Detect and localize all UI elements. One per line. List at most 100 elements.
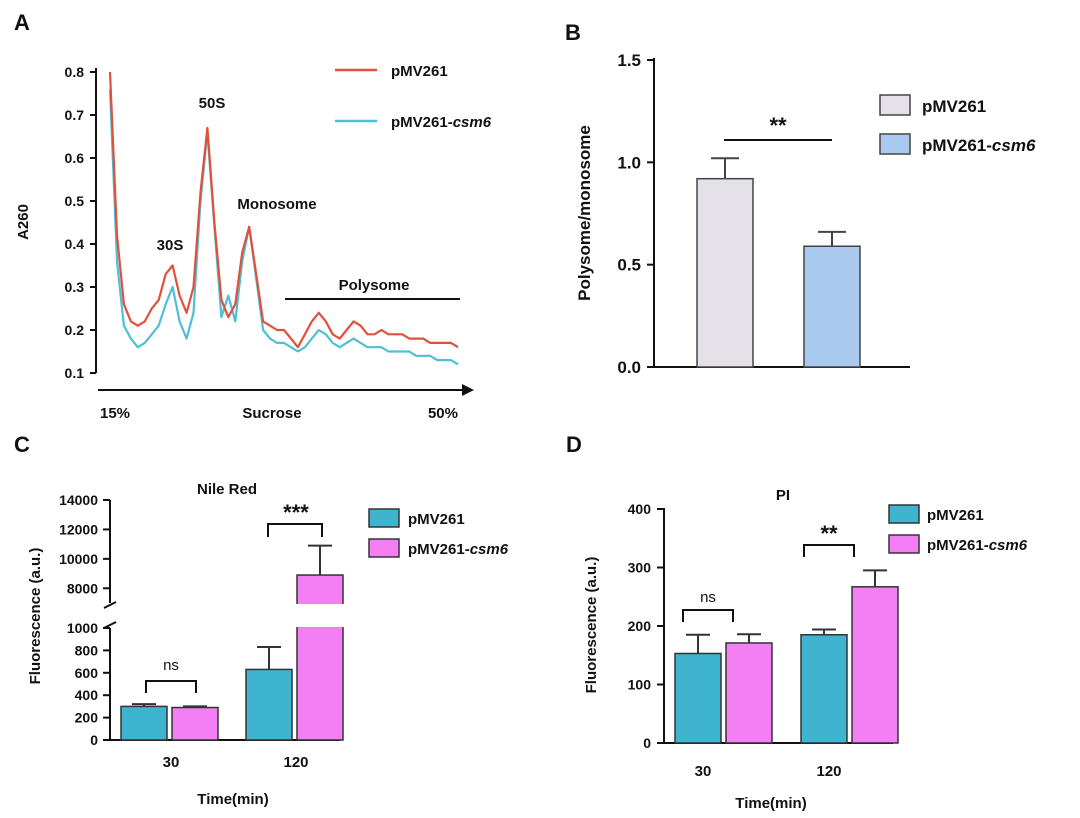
panel-c-ylabel: Fluorescence (a.u.) (27, 548, 44, 685)
legend-c-swatch-csm6 (368, 538, 400, 558)
panel-c-sig-30: ns (163, 657, 179, 674)
annotation-30s: 30S (157, 237, 184, 254)
panel-c-label: C (14, 432, 30, 457)
panel-c-ytick-label: 8000 (67, 580, 98, 596)
panel-d-bar (725, 642, 773, 744)
legend-c-swatch-pmv261 (368, 508, 400, 528)
panel-a-x-arrowhead (462, 384, 474, 396)
panel-c-y-ticks: 0 200 400 600 800 1000 8000 10000 12000 14000 (59, 492, 110, 748)
panel-a-xlabel: Sucrose (242, 405, 301, 422)
legend-d-swatch-csm6 (888, 534, 920, 554)
legend-b-swatch-csm6 (879, 133, 911, 155)
panel-c-ytick-label: 200 (75, 710, 99, 726)
panel-a-x-start: 15% (100, 405, 130, 422)
panel-a-ytick-label: 0.8 (65, 64, 85, 80)
panel-d-ytick-label: 200 (628, 618, 652, 634)
panel-c-title: Nile Red (197, 481, 257, 498)
panel-a-ytick-label: 0.6 (65, 150, 85, 166)
legend-c-csm6: pMV261-csm6 (408, 541, 509, 558)
panel-b-label: B (565, 20, 581, 45)
annotation-polysome: Polysome (339, 277, 410, 294)
panel-b-bars (696, 157, 861, 368)
annotation-50s: 50S (199, 95, 226, 112)
panel-b-bar (696, 177, 754, 368)
legend-d-swatch-pmv261 (888, 504, 920, 524)
panel-a-label: A (14, 10, 30, 35)
panel-a-ytick-label: 0.3 (65, 279, 85, 295)
legend-b-csm6: pMV261-csm6 (922, 136, 1036, 155)
legend-d-csm6: pMV261-csm6 (927, 537, 1028, 554)
panel-a-ytick-label: 0.1 (65, 365, 85, 381)
panel-d-bars (674, 569, 899, 744)
panel-c-ytick-label: 12000 (59, 521, 98, 537)
panel-c-ytick-label: 0 (90, 732, 98, 748)
panel-c-xlabel: Time(min) (197, 791, 268, 808)
panel-d-y-ticks: 0 100 200 300 400 (628, 501, 664, 751)
panel-a-lines (108, 71, 459, 366)
panel-d: D PI Fluorescence (a.u.) 0 100 200 300 400 3… (566, 432, 1028, 812)
panel-d-sig-bracket-30 (682, 609, 734, 622)
annotation-monosome: Monosome (237, 196, 316, 213)
series-line-csm6 (108, 89, 459, 366)
panel-c-bar (171, 706, 219, 741)
panel-b-ytick-label: 0.5 (617, 256, 641, 275)
panel-c-sig-120: *** (283, 500, 309, 525)
panel-b-significance: ** (769, 113, 787, 138)
legend-c-pmv261: pMV261 (408, 511, 465, 528)
panel-d-ytick-label: 300 (628, 560, 652, 576)
panel-d-label: D (566, 432, 582, 457)
panel-d-bar (851, 586, 899, 744)
panel-c-bar (245, 668, 293, 741)
panel-b-ylabel: Polysome/monosome (575, 125, 594, 301)
legend-b-pmv261: pMV261 (922, 97, 986, 116)
panel-d-sig-30: ns (700, 589, 716, 606)
panel-a-x-end: 50% (428, 405, 458, 422)
panel-d-ytick-label: 400 (628, 501, 652, 517)
panel-d-bar (674, 652, 722, 744)
panel-b-y-ticks: 0.0 0.5 1.0 1.5 (617, 51, 654, 377)
panel-c-ytick-label: 600 (75, 665, 99, 681)
panel-a-ylabel: A260 (15, 204, 32, 240)
panel-d-ylabel: Fluorescence (a.u.) (583, 557, 600, 694)
panel-d-xlabel: Time(min) (735, 795, 806, 812)
legend-a-csm6: pMV261-csm6 (391, 114, 492, 131)
panel-c-bar-break-gap (296, 604, 344, 627)
panel-c-ytick-label: 10000 (59, 551, 98, 567)
panel-c-bar (296, 574, 344, 741)
panel-c-ytick-label: 14000 (59, 492, 98, 508)
panel-d-bar (800, 634, 848, 744)
panel-c-bars (120, 544, 344, 741)
panel-d-ytick-label: 0 (643, 735, 651, 751)
panel-d-xtick-30: 30 (695, 763, 712, 780)
panel-d-ytick-label: 100 (628, 677, 652, 693)
panel-c-sig-bracket-120 (267, 523, 323, 537)
panel-a-ytick-label: 0.2 (65, 322, 85, 338)
panel-a: A A260 0.1 0.2 0.3 0.4 0.5 0.6 0.7 0.8 15% Sucr… (14, 10, 492, 422)
panel-c-xtick-120: 120 (283, 754, 308, 771)
panel-b: B Polysome/monosome 0.0 0.5 1.0 1.5 ** pMV2… (565, 20, 1036, 377)
panel-c: C Nile Red Fluorescence (a.u.) 0 200 400 60… (14, 432, 509, 808)
panel-d-title: PI (776, 487, 790, 504)
legend-b-swatch-pmv261 (879, 94, 911, 116)
panel-c-sig-bracket-30 (145, 680, 197, 693)
panel-b-ytick-label: 1.5 (617, 51, 641, 70)
panel-a-ytick-label: 0.7 (65, 107, 85, 123)
panel-c-ytick-label: 400 (75, 687, 99, 703)
panel-a-ytick-label: 0.4 (65, 236, 85, 252)
panel-d-xtick-120: 120 (816, 763, 841, 780)
panel-c-bar (120, 705, 168, 741)
series-line-pmv261 (108, 71, 459, 349)
panel-b-ytick-label: 1.0 (617, 153, 641, 172)
panel-c-ytick-label: 800 (75, 642, 99, 658)
panel-d-sig-bracket-120 (803, 544, 855, 557)
axis-break-mark-top (103, 601, 117, 609)
panel-b-bar (803, 245, 861, 368)
panel-d-sig-120: ** (820, 521, 838, 546)
panel-c-xtick-30: 30 (163, 754, 180, 771)
panel-b-ytick-label: 0.0 (617, 358, 641, 377)
panel-a-ytick-label: 0.5 (65, 193, 85, 209)
panel-a-y-ticks: 0.1 0.2 0.3 0.4 0.5 0.6 0.7 0.8 (65, 64, 96, 381)
panel-c-ytick-label: 1000 (67, 620, 98, 636)
legend-d-pmv261: pMV261 (927, 507, 984, 524)
